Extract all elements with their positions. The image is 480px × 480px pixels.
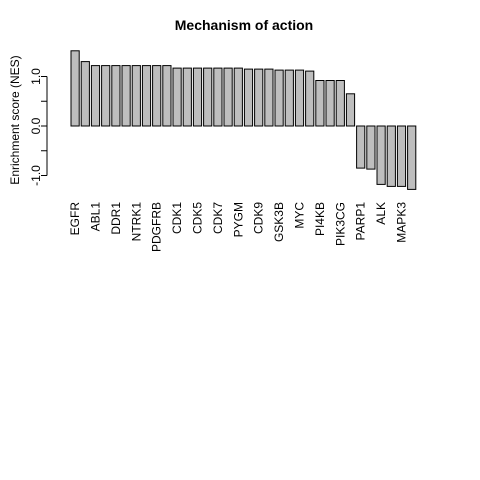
x-tick-label: PYGM xyxy=(231,202,245,237)
bar xyxy=(163,66,171,126)
bar xyxy=(173,68,181,126)
bar xyxy=(102,66,110,126)
bar xyxy=(183,68,191,126)
y-tick-label: 1.0 xyxy=(29,68,43,85)
y-axis-label: Enrichment score (NES) xyxy=(8,55,22,184)
x-tick-label: MAPK3 xyxy=(395,202,409,243)
bar xyxy=(336,81,344,127)
bar xyxy=(275,70,283,126)
bar xyxy=(112,66,120,126)
bar xyxy=(377,126,385,184)
bar xyxy=(71,51,79,126)
bar xyxy=(214,68,222,126)
bar xyxy=(255,69,263,126)
bar xyxy=(122,66,130,126)
bar xyxy=(306,71,314,126)
bar xyxy=(265,69,273,126)
x-tick-label: PIK3CG xyxy=(333,202,347,246)
bar xyxy=(346,94,354,126)
bar xyxy=(244,69,252,126)
x-tick-label: NTRK1 xyxy=(129,202,143,242)
x-tick-label: PDGFRB xyxy=(150,202,164,252)
x-tick-label: DDR1 xyxy=(109,202,123,235)
x-tick-label: CDK1 xyxy=(170,202,184,234)
bar xyxy=(326,81,334,127)
x-tick-label: PARP1 xyxy=(354,202,368,241)
x-tick-label: EGFR xyxy=(68,202,82,236)
bar xyxy=(387,126,395,186)
bar xyxy=(142,66,150,126)
x-tick-label: GSK3B xyxy=(272,202,286,242)
bar xyxy=(408,126,416,189)
x-tick-label: PI4KB xyxy=(313,202,327,236)
y-axis: -1.0 0.0 1.0 xyxy=(29,68,47,186)
bar xyxy=(224,68,232,126)
bar xyxy=(153,66,161,126)
x-tick-label: CDK5 xyxy=(191,202,205,234)
bar xyxy=(316,81,324,127)
bar xyxy=(91,66,99,126)
bar xyxy=(204,68,212,126)
x-tick-label: CDK9 xyxy=(252,202,266,234)
x-tick-label: ABL1 xyxy=(89,202,103,232)
x-tick-labels: EGFR ABL1 DDR1 NTRK1 PDGFRB CDK1 CDK5 CDK7 PYGM C… xyxy=(68,202,408,252)
bar xyxy=(193,68,201,126)
y-tick-label: 0.0 xyxy=(29,117,43,134)
bar xyxy=(367,126,375,169)
chart-title: Mechanism of action xyxy=(175,17,313,33)
bar xyxy=(357,126,365,168)
x-tick-label: ALK xyxy=(374,202,388,225)
x-tick-label: MYC xyxy=(293,202,307,229)
bar xyxy=(397,126,405,186)
bar xyxy=(234,68,242,126)
bar xyxy=(295,70,303,126)
y-tick-label: -1.0 xyxy=(29,165,43,186)
bar xyxy=(132,66,140,126)
x-tick-label: CDK7 xyxy=(211,202,225,234)
bar xyxy=(81,62,89,126)
bars xyxy=(71,51,416,190)
bar xyxy=(285,70,293,126)
